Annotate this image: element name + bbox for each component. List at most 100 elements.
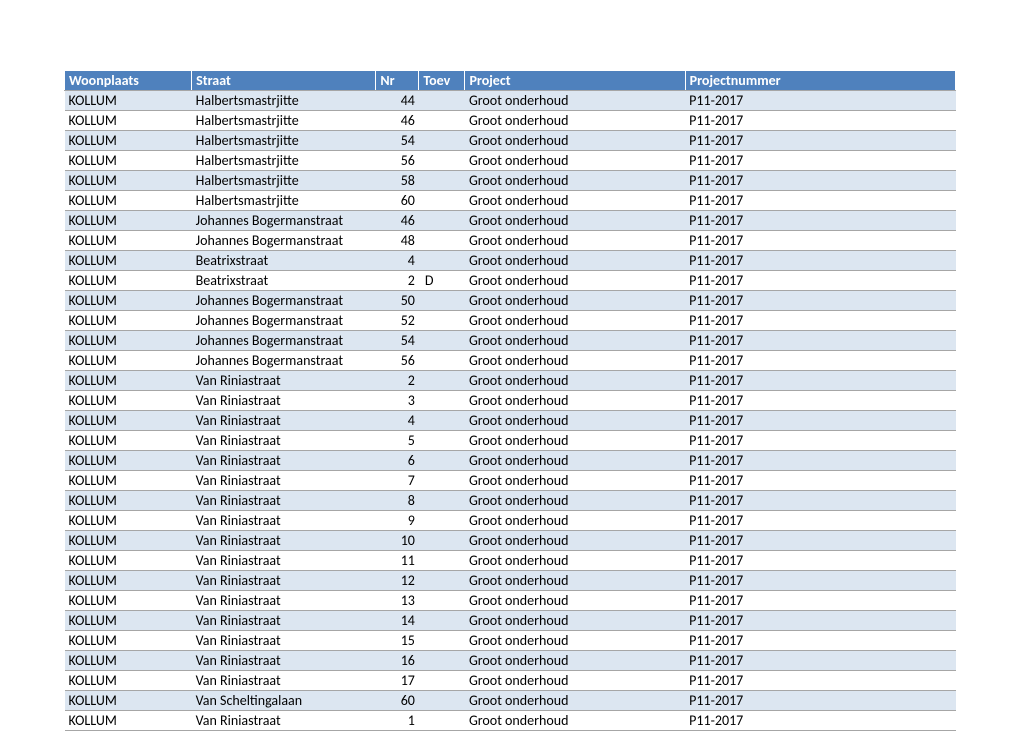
cell-toev [419,531,465,551]
cell-straat: Halbertsmastrjitte [192,91,376,111]
cell-nr: 15 [376,631,419,651]
cell-straat: Van Riniastraat [192,411,376,431]
cell-woonplaats: KOLLUM [65,391,192,411]
cell-woonplaats: KOLLUM [65,111,192,131]
cell-nr: 46 [376,211,419,231]
table-row: KOLLUMVan Riniastraat6Groot onderhoudP11… [65,451,956,471]
cell-projectnummer: P11-2017 [685,291,955,311]
cell-project: Groot onderhoud [465,311,685,331]
cell-toev [419,91,465,111]
cell-woonplaats: KOLLUM [65,511,192,531]
cell-nr: 56 [376,151,419,171]
header-nr: Nr [376,71,419,91]
cell-toev [419,591,465,611]
table-row: KOLLUMHalbertsmastrjitte54Groot onderhou… [65,131,956,151]
cell-toev [419,351,465,371]
cell-nr: 60 [376,691,419,711]
cell-nr: 5 [376,431,419,451]
cell-toev [419,451,465,471]
cell-nr: 10 [376,531,419,551]
cell-project: Groot onderhoud [465,511,685,531]
cell-toev [419,211,465,231]
cell-projectnummer: P11-2017 [685,471,955,491]
table-row: KOLLUMVan Scheltingalaan60Groot onderhou… [65,691,956,711]
cell-nr: 8 [376,491,419,511]
table-row: KOLLUMVan Riniastraat2Groot onderhoudP11… [65,371,956,391]
cell-woonplaats: KOLLUM [65,171,192,191]
cell-toev [419,631,465,651]
cell-woonplaats: KOLLUM [65,191,192,211]
cell-nr: 44 [376,91,419,111]
cell-project: Groot onderhoud [465,371,685,391]
cell-straat: Van Riniastraat [192,611,376,631]
cell-nr: 14 [376,611,419,631]
cell-toev [419,671,465,691]
cell-woonplaats: KOLLUM [65,351,192,371]
cell-nr: 52 [376,311,419,331]
table-row: KOLLUMHalbertsmastrjitte56Groot onderhou… [65,151,956,171]
cell-project: Groot onderhoud [465,471,685,491]
cell-projectnummer: P11-2017 [685,551,955,571]
cell-woonplaats: KOLLUM [65,491,192,511]
cell-nr: 50 [376,291,419,311]
cell-woonplaats: KOLLUM [65,671,192,691]
cell-projectnummer: P11-2017 [685,691,955,711]
cell-straat: Johannes Bogermanstraat [192,351,376,371]
cell-woonplaats: KOLLUM [65,151,192,171]
cell-straat: Van Riniastraat [192,531,376,551]
cell-straat: Halbertsmastrjitte [192,111,376,131]
cell-straat: Johannes Bogermanstraat [192,311,376,331]
cell-project: Groot onderhoud [465,191,685,211]
table-row: KOLLUMJohannes Bogermanstraat46Groot ond… [65,211,956,231]
table-body: KOLLUMHalbertsmastrjitte44Groot onderhou… [65,91,956,731]
cell-project: Groot onderhoud [465,531,685,551]
cell-projectnummer: P11-2017 [685,671,955,691]
cell-projectnummer: P11-2017 [685,331,955,351]
cell-toev [419,371,465,391]
cell-nr: 11 [376,551,419,571]
cell-projectnummer: P11-2017 [685,231,955,251]
table-row: KOLLUMBeatrixstraat4Groot onderhoudP11-2… [65,251,956,271]
table-row: KOLLUMJohannes Bogermanstraat56Groot ond… [65,351,956,371]
cell-straat: Van Riniastraat [192,471,376,491]
cell-woonplaats: KOLLUM [65,551,192,571]
cell-project: Groot onderhoud [465,571,685,591]
cell-projectnummer: P11-2017 [685,651,955,671]
cell-straat: Halbertsmastrjitte [192,131,376,151]
cell-project: Groot onderhoud [465,211,685,231]
cell-projectnummer: P11-2017 [685,211,955,231]
cell-nr: 2 [376,271,419,291]
cell-project: Groot onderhoud [465,591,685,611]
cell-project: Groot onderhoud [465,271,685,291]
cell-straat: Van Riniastraat [192,451,376,471]
cell-toev [419,131,465,151]
cell-nr: 56 [376,351,419,371]
cell-projectnummer: P11-2017 [685,111,955,131]
cell-straat: Van Scheltingalaan [192,691,376,711]
cell-woonplaats: KOLLUM [65,331,192,351]
table-row: KOLLUMVan Riniastraat15Groot onderhoudP1… [65,631,956,651]
table-row: KOLLUMVan Riniastraat17Groot onderhoudP1… [65,671,956,691]
cell-toev [419,571,465,591]
cell-woonplaats: KOLLUM [65,311,192,331]
cell-woonplaats: KOLLUM [65,251,192,271]
cell-nr: 16 [376,651,419,671]
cell-straat: Beatrixstraat [192,251,376,271]
cell-nr: 13 [376,591,419,611]
cell-straat: Van Riniastraat [192,511,376,531]
cell-toev [419,691,465,711]
table-row: KOLLUMVan Riniastraat8Groot onderhoudP11… [65,491,956,511]
cell-straat: Van Riniastraat [192,371,376,391]
cell-project: Groot onderhoud [465,91,685,111]
cell-project: Groot onderhoud [465,291,685,311]
cell-woonplaats: KOLLUM [65,291,192,311]
cell-projectnummer: P11-2017 [685,191,955,211]
cell-projectnummer: P11-2017 [685,151,955,171]
cell-projectnummer: P11-2017 [685,571,955,591]
cell-toev [419,251,465,271]
cell-woonplaats: KOLLUM [65,471,192,491]
cell-woonplaats: KOLLUM [65,451,192,471]
cell-woonplaats: KOLLUM [65,211,192,231]
cell-nr: 2 [376,371,419,391]
cell-project: Groot onderhoud [465,651,685,671]
